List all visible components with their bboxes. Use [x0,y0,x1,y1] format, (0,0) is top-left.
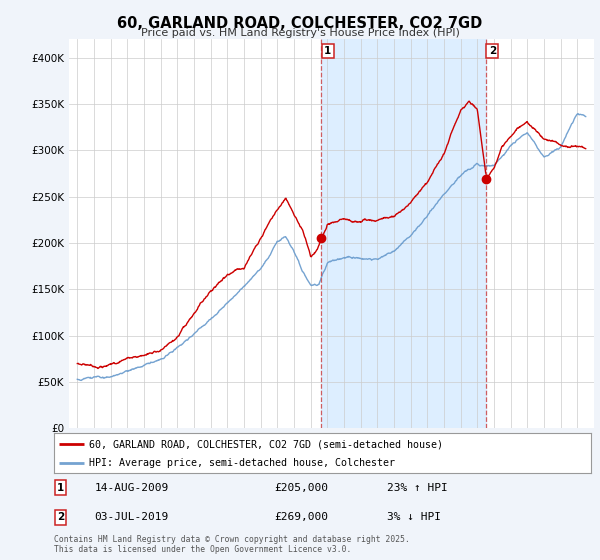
Text: 23% ↑ HPI: 23% ↑ HPI [387,483,448,493]
Text: 1: 1 [57,483,64,493]
Text: £269,000: £269,000 [274,512,328,522]
Text: 2: 2 [489,46,496,56]
Text: 3% ↓ HPI: 3% ↓ HPI [387,512,441,522]
Text: Contains HM Land Registry data © Crown copyright and database right 2025.
This d: Contains HM Land Registry data © Crown c… [54,535,410,554]
Text: 1: 1 [324,46,331,56]
Text: 60, GARLAND ROAD, COLCHESTER, CO2 7GD: 60, GARLAND ROAD, COLCHESTER, CO2 7GD [118,16,482,31]
Text: 14-AUG-2009: 14-AUG-2009 [94,483,169,493]
Text: £205,000: £205,000 [274,483,328,493]
Bar [321,39,485,428]
Text: Price paid vs. HM Land Registry's House Price Index (HPI): Price paid vs. HM Land Registry's House … [140,28,460,38]
Text: 03-JUL-2019: 03-JUL-2019 [94,512,169,522]
Text: 2: 2 [57,512,64,522]
Text: HPI: Average price, semi-detached house, Colchester: HPI: Average price, semi-detached house,… [89,458,395,468]
Text: 60, GARLAND ROAD, COLCHESTER, CO2 7GD (semi-detached house): 60, GARLAND ROAD, COLCHESTER, CO2 7GD (s… [89,439,443,449]
